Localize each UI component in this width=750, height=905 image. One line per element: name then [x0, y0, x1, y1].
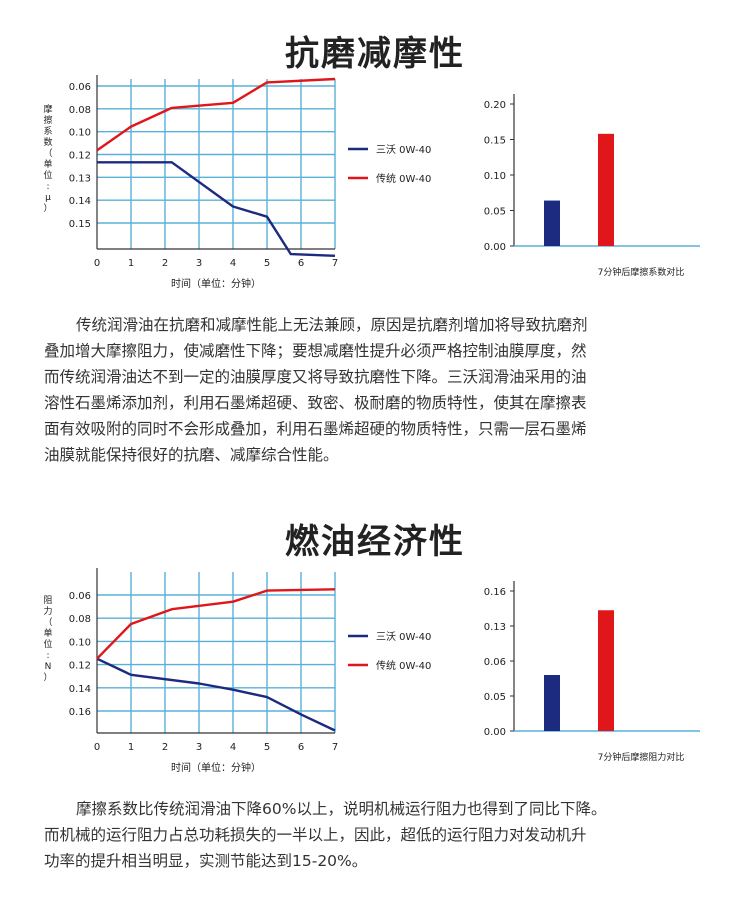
friction-coefficient-line-chart: 0 1 2 3 4 5 6 7 0.06 0.08 0.10 0.12 0.13 0.14 0.15 摩擦系数…: [43, 75, 431, 290]
x-tick-label: 2: [162, 742, 168, 753]
paragraph-line: 油膜就能保持很好的抗磨、减摩综合性能。: [44, 446, 339, 464]
x-axis-label: 时间（单位：分钟）: [171, 277, 261, 290]
x-tick-label: 5: [264, 258, 270, 269]
x-tick-label: 3: [196, 742, 202, 753]
y-tick-label: 0.06: [484, 657, 506, 668]
bar-1: [598, 610, 614, 731]
x-tick-label: 6: [298, 742, 304, 753]
series-line-0: [97, 161, 336, 257]
paragraph-line: 传统润滑油在抗磨和减摩性能上无法兼顾，原因是抗磨剂增加将导致抗磨剂: [76, 316, 588, 334]
x-tick-label: 0: [94, 742, 100, 753]
x-tick-label: 5: [264, 742, 270, 753]
bar-0: [544, 675, 560, 731]
y-axis-label-char: N: [45, 662, 52, 672]
paragraph-line: 摩擦系数比传统润滑油下降60%以上，说明机械运行阻力也得到了同比下降。: [76, 800, 607, 818]
paragraph-line: 溶性石墨烯添加剂，利用石墨烯超硬、致密、极耐磨的物质特性，使其在摩擦表: [44, 394, 587, 412]
y-axis-label-char: 阻: [43, 595, 52, 606]
section-title-fuel-economy: 燃油经济性: [285, 522, 465, 562]
x-tick-label: 2: [162, 258, 168, 269]
x-tick-label: 6: [298, 258, 304, 269]
y-tick-label: 0.10: [484, 171, 506, 182]
y-axis-label-char: 系: [43, 126, 52, 137]
paragraph-line: 功率的提升相当明显，实测节能达到15-20%。: [44, 852, 368, 870]
y-tick-label: 0.08: [69, 614, 91, 625]
x-tick-label: 7: [332, 258, 338, 269]
y-axis-label-char: μ: [45, 193, 51, 203]
y-tick-label: 0.10: [69, 128, 91, 139]
resistance-line-chart: 0 1 2 3 4 5 6 7 0.06 0.08 0.10 0.12 0.14 0.16 阻力（单位:N）…: [43, 568, 431, 774]
section-paragraph-anti-wear: 传统润滑油在抗磨和减摩性能上无法兼顾，原因是抗磨剂增加将导致抗磨剂 叠加增大摩擦…: [44, 312, 724, 468]
y-axis-label-char: ）: [43, 203, 52, 214]
paragraph-line: 叠加增大摩擦阻力，使减磨性下降；要想减磨性提升必须严格控制油膜厚度，然: [44, 342, 587, 360]
x-axis-label: 7分钟后摩擦系数对比: [598, 266, 685, 278]
paragraph-line: 而传统润滑油达不到一定的油膜厚度又将导致抗磨性下降。三沃润滑油采用的油: [44, 368, 587, 386]
y-tick-label: 0.05: [484, 207, 506, 218]
y-tick-label: 0.08: [69, 105, 91, 116]
y-axis-label-char: 摩: [43, 103, 52, 115]
x-axis-label: 7分钟后摩擦阻力对比: [598, 751, 685, 763]
x-axis-label: 时间（单位：分钟）: [171, 761, 261, 774]
y-tick-label: 0.16: [484, 587, 506, 598]
y-axis-label-char: :: [46, 651, 49, 661]
y-tick-label: 0.14: [69, 684, 91, 695]
resistance-bar-chart: 0.00 0.05 0.06 0.13 0.16 7分钟后摩擦阻力对比: [484, 581, 700, 763]
x-tick-label: 4: [230, 258, 236, 269]
legend-label-1: 传统 0W-40: [376, 172, 431, 185]
y-tick-label: 0.15: [69, 219, 91, 230]
y-axis-label-char: 擦: [43, 114, 52, 126]
section-title-anti-wear: 抗磨减摩性: [285, 34, 465, 74]
y-tick-label: 0.10: [69, 637, 91, 648]
series-line-0: [96, 657, 336, 732]
y-tick-label: 0.13: [484, 622, 506, 633]
section-paragraph-fuel-economy: 摩擦系数比传统润滑油下降60%以上，说明机械运行阻力也得到了同比下降。 而机械的…: [44, 796, 724, 874]
y-tick-label: 0.12: [69, 151, 91, 162]
y-axis-label-char: 单: [43, 158, 52, 170]
paragraph-line: 而机械的运行阻力占总功耗损失的一半以上，因此，超低的运行阻力对发动机升: [44, 826, 587, 844]
bar-1: [598, 133, 614, 246]
y-axis-label-char: （: [43, 617, 52, 628]
y-tick-label: 0.16: [69, 707, 91, 718]
y-tick-label: 0.15: [484, 136, 506, 147]
y-tick-label: 0.06: [69, 82, 91, 93]
x-tick-label: 0: [94, 258, 100, 269]
y-tick-label: 0.14: [69, 196, 91, 207]
y-tick-label: 0.00: [484, 727, 506, 738]
friction-coefficient-bar-chart: 0.00 0.05 0.10 0.15 0.20 7分钟后摩擦系数对比: [484, 94, 700, 278]
legend-label-0: 三沃 0W-40: [376, 144, 431, 156]
legend-label-0: 三沃 0W-40: [376, 631, 431, 643]
y-tick-label: 0.05: [484, 692, 506, 703]
y-tick-label: 0.12: [69, 661, 91, 672]
y-axis-label-char: 数: [43, 136, 52, 148]
y-axis-label-char: 力: [43, 605, 52, 617]
x-tick-label: 1: [128, 258, 134, 269]
y-tick-label: 0.20: [484, 100, 506, 111]
y-tick-label: 0.13: [69, 173, 91, 184]
x-tick-label: 7: [332, 742, 338, 753]
x-tick-label: 3: [196, 258, 202, 269]
y-axis-label-char: 单: [43, 627, 52, 639]
x-tick-label: 4: [230, 742, 236, 753]
legend-label-1: 传统 0W-40: [376, 659, 431, 672]
y-axis-label-char: ）: [43, 672, 52, 683]
y-axis-label-char: :: [46, 182, 49, 192]
paragraph-line: 面有效吸附的同时不会形成叠加，利用石墨烯超硬的物质特性，只需一层石墨烯: [44, 420, 587, 438]
series-line-1: [96, 77, 336, 152]
y-tick-label: 0.00: [484, 242, 506, 253]
y-axis-label-char: （: [43, 148, 52, 159]
y-axis-label-char: 位: [43, 169, 52, 181]
x-tick-label: 1: [128, 742, 134, 753]
series-line-1: [96, 588, 336, 660]
bar-0: [544, 200, 560, 246]
y-axis-label-char: 位: [43, 638, 52, 650]
y-tick-label: 0.06: [69, 591, 91, 602]
